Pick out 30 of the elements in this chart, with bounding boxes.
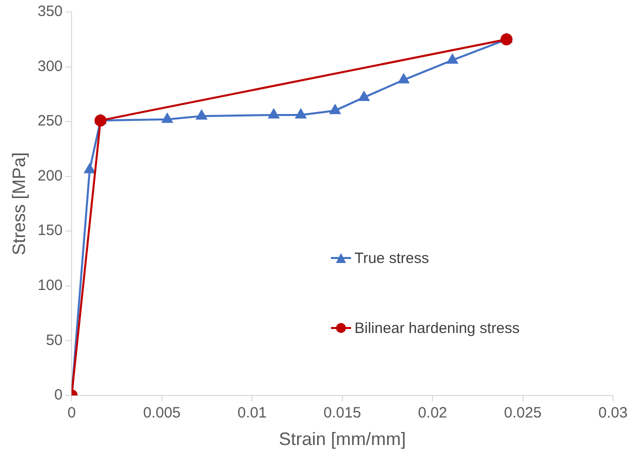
y-tick-label: 0 [54,386,63,404]
y-tick-label: 100 [38,277,63,294]
x-tick-label: 0.025 [504,404,542,422]
x-tick-label: 0.015 [324,404,362,422]
y-tick-label: 250 [38,112,63,130]
x-tick-label: 0.02 [418,404,448,422]
y-tick-label: 200 [38,167,63,184]
y-axis-title: Stress [MPa] [8,152,29,256]
point [398,74,409,84]
y-tick-label: 350 [38,3,63,20]
point [447,54,458,64]
point [295,108,306,118]
legend-label: True stress [354,250,429,267]
point [162,113,173,123]
point [500,33,513,46]
legend-label: Bilinear hardening stress [354,320,520,337]
point [330,104,340,114]
y-tick-label: 300 [38,58,63,75]
point [196,110,207,120]
point [358,91,370,101]
point [84,164,96,174]
x-tick-label: 0.01 [237,404,267,422]
x-tick-label: 0 [67,404,76,422]
x-tick-label: 0.005 [143,404,181,422]
point [94,114,106,126]
y-tick-label: 50 [46,332,63,349]
x-axis-title: Strain [mm/mm] [278,429,406,450]
y-tick-label: 150 [38,222,63,240]
x-tick-label: 0.03 [598,404,628,422]
point [268,108,280,118]
